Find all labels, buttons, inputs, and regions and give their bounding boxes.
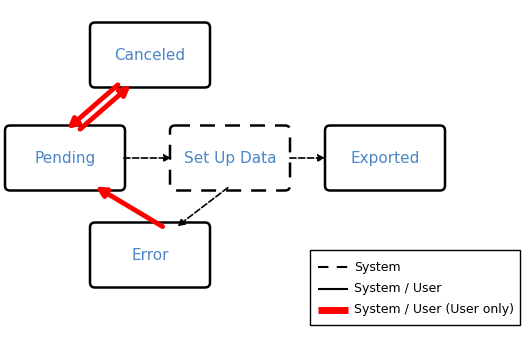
Text: Pending: Pending — [35, 151, 96, 165]
Text: System / User: System / User — [354, 282, 441, 295]
FancyBboxPatch shape — [90, 22, 210, 87]
Text: Exported: Exported — [350, 151, 419, 165]
FancyBboxPatch shape — [325, 125, 445, 191]
Text: System / User (User only): System / User (User only) — [354, 303, 514, 317]
Text: Canceled: Canceled — [115, 47, 185, 62]
FancyBboxPatch shape — [90, 222, 210, 287]
Text: System: System — [354, 261, 400, 274]
Text: Set Up Data: Set Up Data — [184, 151, 276, 165]
Text: Error: Error — [131, 247, 169, 262]
FancyBboxPatch shape — [310, 250, 520, 325]
FancyBboxPatch shape — [5, 125, 125, 191]
FancyBboxPatch shape — [170, 125, 290, 191]
